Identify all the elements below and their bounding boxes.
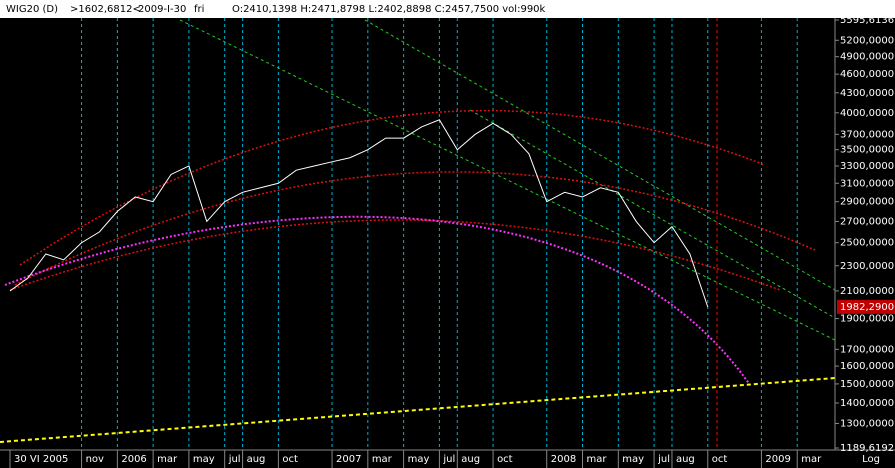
y-tick-label: 2500,0000 [840, 238, 894, 249]
last-price-label: 1982,2900 [840, 302, 894, 313]
trend-line [364, 19, 836, 291]
y-tick-label: 3700,0000 [840, 129, 894, 140]
x-tick-label: aug [676, 454, 695, 465]
y-tick-label: 4300,0000 [840, 88, 894, 99]
y-tick-label: 4000,0000 [840, 108, 894, 119]
x-tick-label: oct [497, 454, 513, 465]
x-tick-label: jul [657, 454, 670, 465]
x-tick-label: jul [442, 454, 455, 465]
x-tick-label: jul [228, 454, 241, 465]
chart-title: WIG20 (D) [6, 4, 58, 15]
x-tick-label: may [193, 454, 215, 465]
x-tick-label: aug [461, 454, 480, 465]
x-tick-label: may [408, 454, 430, 465]
arc [4, 215, 751, 386]
x-tick-label: mar [157, 454, 178, 465]
y-tick-label: 3100,0000 [840, 178, 894, 189]
y-tick-label: 4900,0000 [840, 52, 894, 63]
x-tick-label: 2007 [336, 454, 361, 465]
header: WIG20 (D) >1602,6812< 2009-I-30 fri O:24… [0, 0, 895, 18]
cursor-date: 2009-I-30 [138, 4, 186, 15]
y-tick-label: 5200,0000 [840, 35, 894, 46]
x-tick-label: 2009 [765, 454, 790, 465]
arc [14, 171, 816, 286]
y-tick-label: 3300,0000 [840, 161, 894, 172]
price-line [9, 119, 709, 308]
y-tick-label: 2700,0000 [840, 216, 894, 227]
x-tick-label: may [622, 454, 644, 465]
y-tick-label: 5595,6136 [840, 15, 894, 26]
y-tick-label: 4600,0000 [840, 69, 894, 80]
y-tick-label: 3500,0000 [840, 145, 894, 156]
x-tick-label: oct [712, 454, 728, 465]
grid [81, 18, 798, 450]
x-tick-label: 2006 [121, 454, 146, 465]
y-tick-label: 1900,0000 [840, 314, 894, 325]
trend-line [179, 19, 836, 341]
drawings [0, 18, 836, 450]
x-tick-label: mar [801, 454, 822, 465]
cursor-day: fri [194, 4, 204, 15]
x-tick-label: aug [247, 454, 266, 465]
y-tick-label: 1189,6192 [840, 443, 894, 454]
x-tick-label: 30 VI 2005 [14, 454, 68, 465]
y-tick-label: 1400,0000 [840, 398, 894, 409]
x-tick-label: mar [372, 454, 393, 465]
y-tick-label: 1600,0000 [840, 361, 894, 372]
x-tick-label: mar [587, 454, 608, 465]
y-tick-label: 1500,0000 [840, 379, 894, 390]
arc [9, 219, 781, 291]
scale-label: Log [862, 454, 880, 465]
trend-line [469, 109, 836, 319]
header-bar [0, 0, 895, 18]
ohlc-info: O:2410,1398 H:2471,8798 L:2402,8898 C:24… [232, 4, 546, 15]
y-tick-label: 2100,0000 [840, 286, 894, 297]
x-tick-label: 2008 [551, 454, 576, 465]
last-price-box [837, 299, 895, 314]
y-tick-label: 1300,0000 [840, 418, 894, 429]
y-tick-label: 2900,0000 [840, 197, 894, 208]
x-tick-label: nov [86, 454, 104, 465]
y-tick-label: 1700,0000 [840, 344, 894, 355]
cursor-value: >1602,6812< [70, 4, 141, 15]
y-tick-label: 2300,0000 [840, 261, 894, 272]
x-tick-label: oct [282, 454, 298, 465]
